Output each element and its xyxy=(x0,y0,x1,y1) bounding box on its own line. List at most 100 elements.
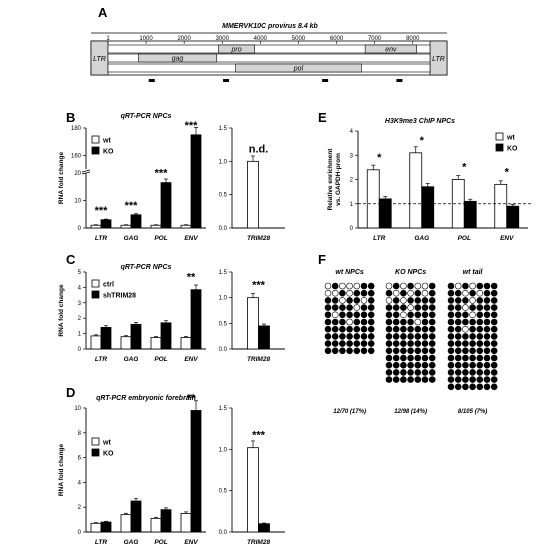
methylated-cpg xyxy=(392,304,400,311)
methylated-cpg xyxy=(339,340,346,347)
methylated-cpg xyxy=(331,325,339,333)
methylated-cpg xyxy=(469,318,476,326)
methylated-cpg xyxy=(407,282,414,290)
methylated-cpg xyxy=(483,376,491,383)
methylated-cpg xyxy=(421,354,429,362)
category-label: LTR xyxy=(95,539,107,546)
category-label: ENV xyxy=(184,356,198,363)
bar-shtrim28 xyxy=(100,327,112,350)
y-axis-label: RNA fold change xyxy=(58,444,65,497)
methylated-cpg xyxy=(331,333,339,340)
methylated-cpg xyxy=(360,318,368,326)
reading-frame-row xyxy=(107,44,431,54)
unmethylated-cpg xyxy=(476,289,484,297)
y-tick-label: 4 xyxy=(350,129,354,135)
methylated-cpg xyxy=(400,361,407,369)
methylated-cpg xyxy=(454,376,462,383)
significance-marker: *** xyxy=(185,120,199,132)
methylated-cpg xyxy=(331,297,339,304)
methylated-cpg xyxy=(324,333,332,340)
methylated-cpg xyxy=(324,325,332,333)
methylated-cpg xyxy=(469,289,476,297)
methylated-cpg xyxy=(400,340,407,347)
methylated-cpg xyxy=(490,333,498,340)
methylation-count: 12/98 (14%) xyxy=(394,409,427,415)
methylated-cpg xyxy=(353,347,361,355)
methylated-cpg xyxy=(407,354,414,362)
legend-swatch-ko xyxy=(91,146,100,155)
methylated-cpg xyxy=(360,282,368,290)
unmethylated-cpg xyxy=(360,297,368,304)
methylated-cpg xyxy=(346,333,353,340)
bar-shtrim28 xyxy=(130,323,142,350)
bar-shtrim28 xyxy=(190,289,202,350)
methylated-cpg xyxy=(454,369,462,376)
methylated-cpg xyxy=(421,340,429,347)
column-label: wt NPCs xyxy=(335,269,364,276)
bar-ko xyxy=(160,182,172,229)
methylated-cpg xyxy=(454,325,462,333)
methylated-cpg xyxy=(324,318,332,326)
panel-letter-f: F xyxy=(318,252,326,267)
unmethylated-cpg xyxy=(454,282,462,290)
y-tick-label: 4 xyxy=(78,285,82,291)
methylated-cpg xyxy=(385,289,393,297)
unmethylated-cpg xyxy=(400,311,407,319)
methylated-cpg xyxy=(360,289,368,297)
methylated-cpg xyxy=(385,354,393,362)
methylated-cpg xyxy=(392,354,400,362)
methylated-cpg xyxy=(385,333,393,340)
methylated-cpg xyxy=(407,318,414,326)
bar-ctrl xyxy=(247,297,259,350)
category-label: TRIM28 xyxy=(247,539,271,546)
bar-ko xyxy=(160,509,172,533)
methylated-cpg xyxy=(483,282,491,290)
methylated-cpg xyxy=(407,325,414,333)
y-tick-label: 0.5 xyxy=(219,489,228,495)
methylation-column-2: wt tail 8/105 (7%) xyxy=(447,269,498,415)
methylated-cpg xyxy=(421,311,429,319)
category-label: ENV xyxy=(184,539,198,546)
y-axis-label: vs. GAPDH-prom xyxy=(335,153,342,206)
unmethylated-cpg xyxy=(353,304,361,311)
methylated-cpg xyxy=(392,347,400,355)
bar-ctrl xyxy=(120,336,132,350)
methylated-cpg xyxy=(407,361,414,369)
legend-swatch-wt xyxy=(91,135,100,144)
panel-letter-a: A xyxy=(98,5,108,20)
legend-label: wt xyxy=(102,138,111,145)
methylated-cpg xyxy=(353,311,361,319)
methylated-cpg xyxy=(421,369,429,376)
methylated-cpg xyxy=(428,289,436,297)
methylated-cpg xyxy=(454,354,462,362)
bar-ko xyxy=(258,523,270,533)
scale-tick-label: 7000 xyxy=(368,36,382,42)
methylated-cpg xyxy=(392,325,400,333)
y-tick-label: 0 xyxy=(78,226,82,232)
category-label: TRIM28 xyxy=(247,356,271,363)
significance-marker: * xyxy=(420,135,425,147)
unmethylated-cpg xyxy=(353,282,361,290)
significance-marker: * xyxy=(462,162,467,174)
bar-ko xyxy=(100,521,112,533)
category-label: GAG xyxy=(124,539,139,546)
methylated-cpg xyxy=(447,325,455,333)
category-label: GAG xyxy=(414,235,429,242)
methylated-cpg xyxy=(428,347,436,355)
methylated-cpg xyxy=(454,333,462,340)
chart-c-trim: 0.0 0.5 1.0 1.5 TRIM28 *** xyxy=(219,270,285,363)
methylated-cpg xyxy=(469,347,476,355)
methylated-cpg xyxy=(462,297,469,304)
y-tick-label: 1.0 xyxy=(219,447,228,453)
methylated-cpg xyxy=(360,347,368,355)
panel-letter-e: E xyxy=(318,110,327,125)
legend-label: KO xyxy=(103,149,114,156)
methylated-cpg xyxy=(490,369,498,376)
legend-label: shTRIM28 xyxy=(103,293,136,300)
bar-wt xyxy=(180,224,192,229)
gene-box-env xyxy=(364,44,417,54)
gene-label-gag: gag xyxy=(172,56,184,63)
scale-tick-label: 6000 xyxy=(330,36,344,42)
unmethylated-cpg xyxy=(407,289,414,297)
y-tick-label: 0 xyxy=(78,530,82,536)
